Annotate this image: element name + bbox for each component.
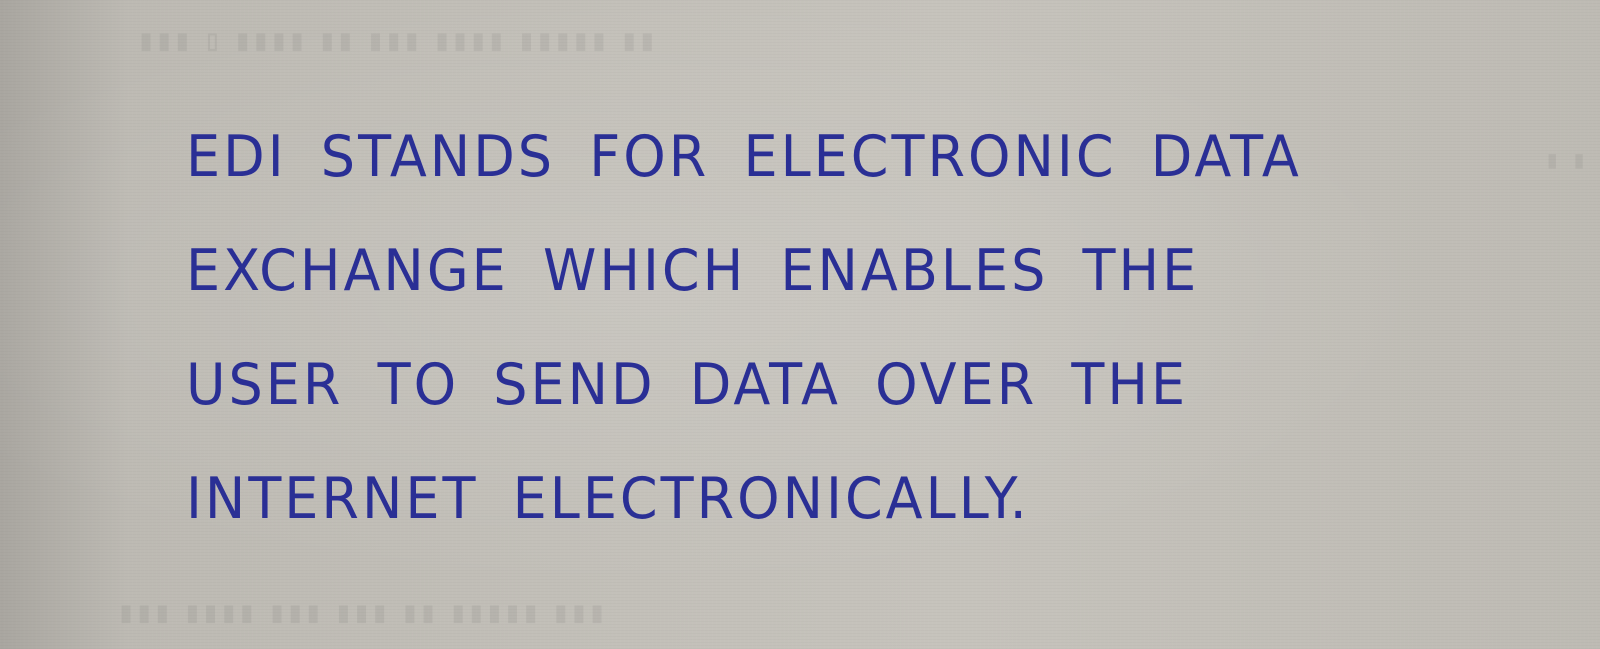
note-line-2: EXCHANGE WHICH ENABLES THE [186,237,1200,304]
bleed-through-text-bottom: ▮▮▮ ▮▮▮▮ ▮▮▮ ▮▮▮ ▮▮ ▮▮▮▮▮ ▮▮▮ [120,600,610,625]
bleed-through-text-top: ▮▮▮ ▯ ▮▮▮▮ ▮▮ ▮▮▮ ▮▮▮▮ ▮▮▮▮▮ ▮▮ [140,28,660,53]
note-line-3: USER TO SEND DATA OVER THE [186,351,1189,418]
handwritten-note: EDI STANDS FOR ELECTRONIC DATA EXCHANGE … [186,100,1486,556]
bleed-through-text-right: ▮ ▮ [1547,150,1590,170]
note-line-1: EDI STANDS FOR ELECTRONIC DATA [186,123,1302,190]
note-line-4: INTERNET ELECTRONICALLY. [186,465,1030,532]
